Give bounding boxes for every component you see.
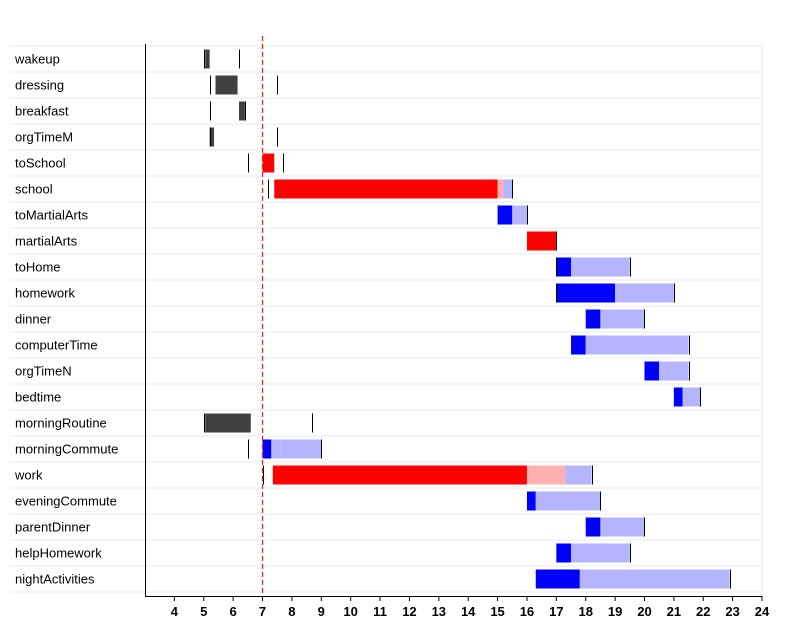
x-tick-label-9: 9 (318, 604, 325, 619)
x-tick-label-12: 12 (402, 604, 416, 619)
bar-dinner-1 (600, 309, 645, 329)
x-tick-label-10: 10 (343, 604, 357, 619)
bar-computerTime-0 (571, 335, 586, 355)
row-label-eveningCommute: eveningCommute (15, 494, 117, 509)
row-label-homework: homework (15, 286, 75, 301)
row-label-morningRoutine: morningRoutine (15, 416, 107, 431)
bar-morningCommute-1 (271, 439, 281, 459)
row-label-helpHomework: helpHomework (15, 546, 102, 561)
bar-breakfast-0 (239, 101, 245, 121)
bar-nightActivities-1 (579, 569, 730, 589)
row-label-morningCommute: morningCommute (15, 442, 118, 457)
bar-bedtime-1 (682, 387, 701, 407)
x-tick-label-4: 4 (171, 604, 179, 619)
row-label-computerTime: computerTime (15, 338, 98, 353)
bar-toMartialArts-0 (497, 205, 513, 225)
row-grid (10, 45, 763, 596)
bar-school-1 (497, 179, 504, 199)
timeline-bars (205, 49, 730, 589)
x-tick-label-16: 16 (520, 604, 534, 619)
row-label-nightActivities: nightActivities (15, 572, 95, 587)
bar-work-0 (272, 465, 527, 485)
bar-orgTimeM-0 (209, 127, 215, 147)
bar-bedtime-0 (673, 387, 683, 407)
x-tick-label-24: 24 (755, 604, 770, 619)
bar-work-2 (565, 465, 592, 485)
row-label-orgTimeN: orgTimeN (15, 364, 72, 379)
bar-wakeup-0 (205, 49, 210, 69)
bar-morningCommute-2 (280, 439, 322, 459)
row-label-work: work (14, 468, 43, 483)
x-tick-label-14: 14 (461, 604, 476, 619)
x-tick-label-20: 20 (637, 604, 651, 619)
bar-toHome-0 (556, 257, 572, 277)
bar-toHome-1 (571, 257, 630, 277)
bar-helpHomework-0 (556, 543, 572, 563)
x-tick-label-23: 23 (725, 604, 739, 619)
x-tick-label-11: 11 (373, 604, 387, 619)
x-tick-label-18: 18 (578, 604, 592, 619)
bar-work-1 (526, 465, 566, 485)
x-tick-label-5: 5 (200, 604, 207, 619)
row-label-toMartialArts: toMartialArts (15, 208, 88, 223)
x-tick-label-6: 6 (230, 604, 237, 619)
bar-school-2 (503, 179, 513, 199)
row-label-toSchool: toSchool (15, 156, 66, 171)
bar-parentDinner-0 (585, 517, 601, 537)
x-tick-label-15: 15 (490, 604, 504, 619)
x-tick-label-7: 7 (259, 604, 266, 619)
bar-homework-0 (556, 283, 616, 303)
row-label-parentDinner: parentDinner (15, 520, 91, 535)
row-label-martialArts: martialArts (15, 234, 78, 249)
row-label-orgTimeM: orgTimeM (15, 130, 73, 145)
bar-toSchool-0 (262, 153, 275, 173)
bar-school-0 (274, 179, 498, 199)
bar-homework-1 (615, 283, 674, 303)
bar-morningCommute-0 (262, 439, 272, 459)
bar-martialArts-0 (526, 231, 557, 251)
row-label-dinner: dinner (15, 312, 52, 327)
bar-dinner-0 (585, 309, 601, 329)
bar-eveningCommute-1 (535, 491, 601, 511)
bar-computerTime-1 (585, 335, 689, 355)
x-tick-label-22: 22 (696, 604, 710, 619)
x-axis: 4 5 6 7 8 9 10 11 12 13 14 15 16 17 18 19 20 21 22 23 24 (145, 44, 770, 619)
bar-eveningCommute-0 (526, 491, 536, 511)
bar-helpHomework-1 (571, 543, 630, 563)
row-label-school: school (15, 182, 53, 197)
row-label-bedtime: bedtime (15, 390, 61, 405)
row-label-dressing: dressing (15, 78, 64, 93)
x-tick-label-13: 13 (432, 604, 446, 619)
row-label-toHome: toHome (15, 260, 61, 275)
row-labels: wakeup dressing breakfast orgTimeM toSchool s… (14, 52, 118, 587)
bar-toMartialArts-1 (512, 205, 527, 225)
x-tick-label-17: 17 (549, 604, 563, 619)
row-label-wakeup: wakeup (14, 52, 60, 67)
time-markers (204, 49, 731, 589)
bar-orgTimeN-0 (644, 361, 660, 381)
x-tick-label-8: 8 (288, 604, 295, 619)
x-tick-label-21: 21 (667, 604, 681, 619)
row-label-breakfast: breakfast (15, 104, 69, 119)
bar-orgTimeN-1 (659, 361, 689, 381)
x-tick-label-19: 19 (608, 604, 622, 619)
bar-nightActivities-0 (535, 569, 580, 589)
bar-morningRoutine-0 (205, 413, 251, 433)
bar-dressing-0 (215, 75, 238, 95)
bar-parentDinner-1 (600, 517, 645, 537)
